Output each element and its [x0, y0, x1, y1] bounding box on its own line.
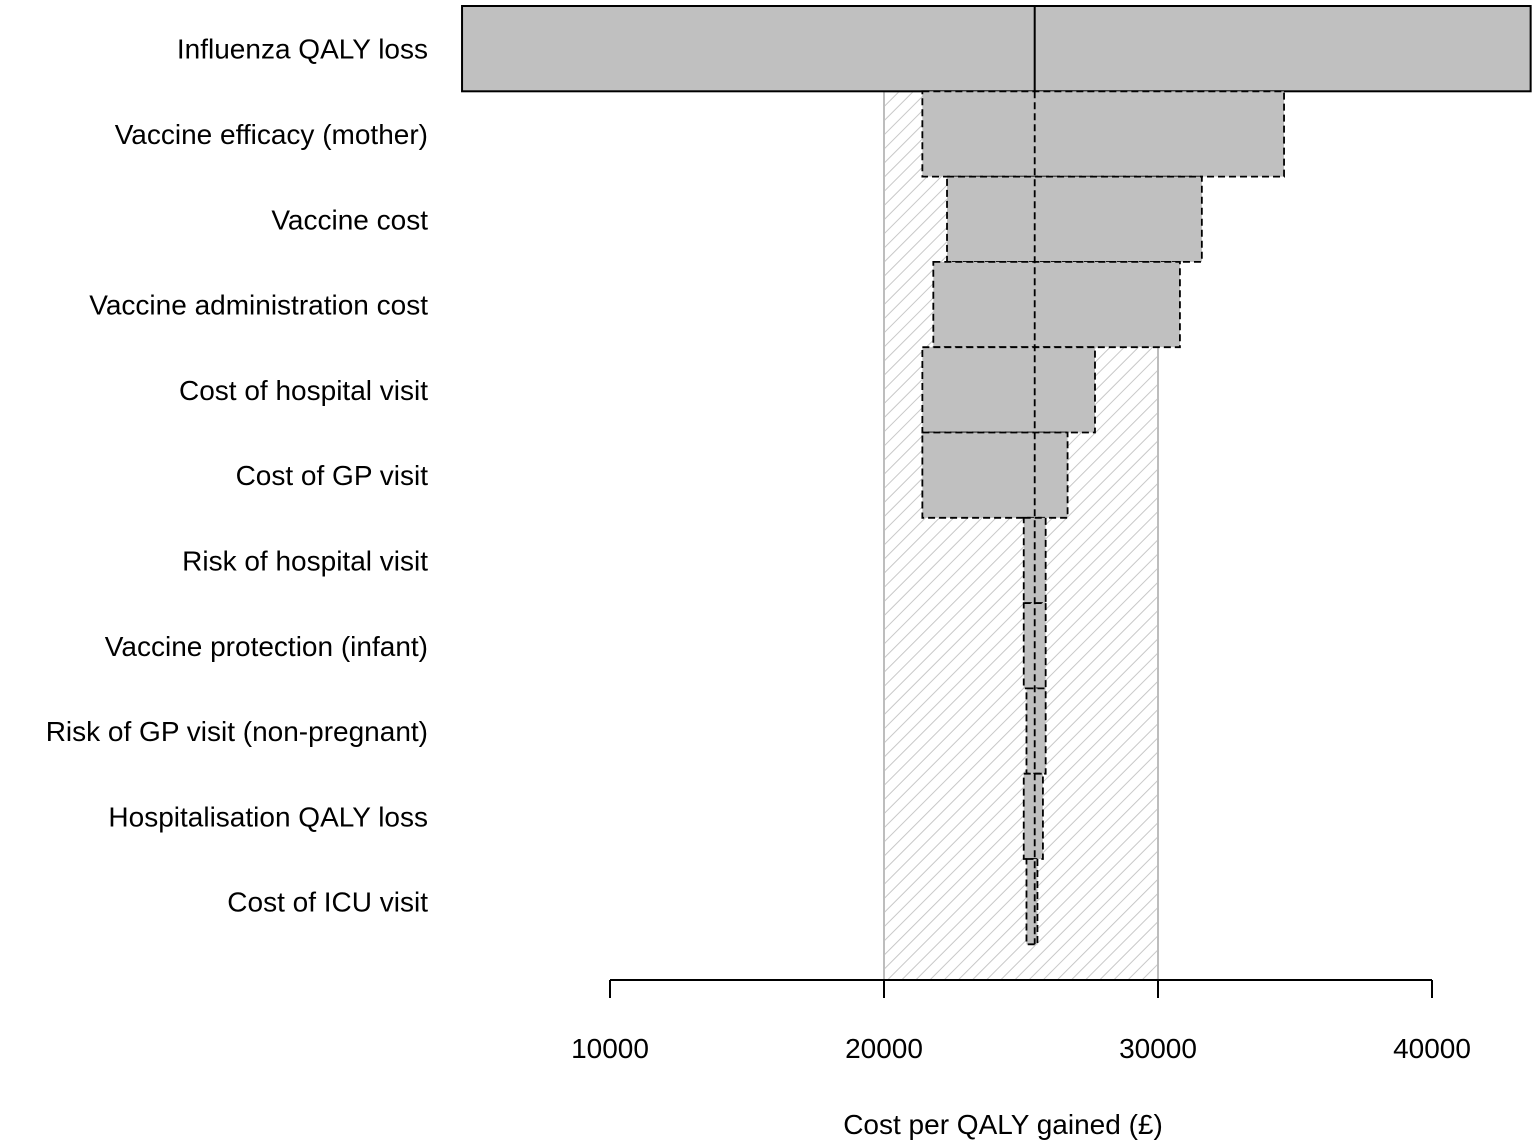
bar-4: [932, 260, 1181, 349]
bar-10: [1022, 772, 1044, 860]
category-label: Vaccine administration cost: [89, 290, 428, 321]
category-label: Vaccine efficacy (mother): [115, 119, 428, 150]
x-tick-label: 30000: [1119, 1033, 1197, 1064]
bar-2: [921, 90, 1285, 178]
category-label: Vaccine cost: [271, 204, 428, 235]
x-tick-label: 40000: [1393, 1033, 1471, 1064]
x-tick-label: 20000: [845, 1033, 923, 1064]
x-axis: 10000 20000 30000 40000: [571, 979, 1471, 1064]
bars-group: [461, 5, 1532, 946]
category-label: Cost of ICU visit: [227, 887, 428, 918]
bar-7: [1022, 516, 1047, 604]
category-labels: Influenza QALY loss Vaccine efficacy (mot…: [46, 34, 429, 918]
category-label: Vaccine protection (infant): [105, 631, 428, 662]
x-axis-title: Cost per QALY gained (£): [843, 1109, 1163, 1140]
bar-9: [1025, 687, 1047, 775]
bar-3: [946, 175, 1203, 263]
category-label: Cost of hospital visit: [179, 375, 428, 406]
category-label: Risk of GP visit (non-pregnant): [46, 716, 428, 747]
category-label: Risk of hospital visit: [182, 545, 428, 576]
bar-11: [1025, 858, 1039, 946]
bar-5: [921, 346, 1096, 434]
category-label: Influenza QALY loss: [177, 34, 428, 65]
x-tick-label: 10000: [571, 1033, 649, 1064]
bar-6: [921, 431, 1069, 519]
bar-1: [461, 5, 1532, 93]
category-label: Cost of GP visit: [236, 460, 429, 491]
category-label: Hospitalisation QALY loss: [108, 801, 428, 832]
